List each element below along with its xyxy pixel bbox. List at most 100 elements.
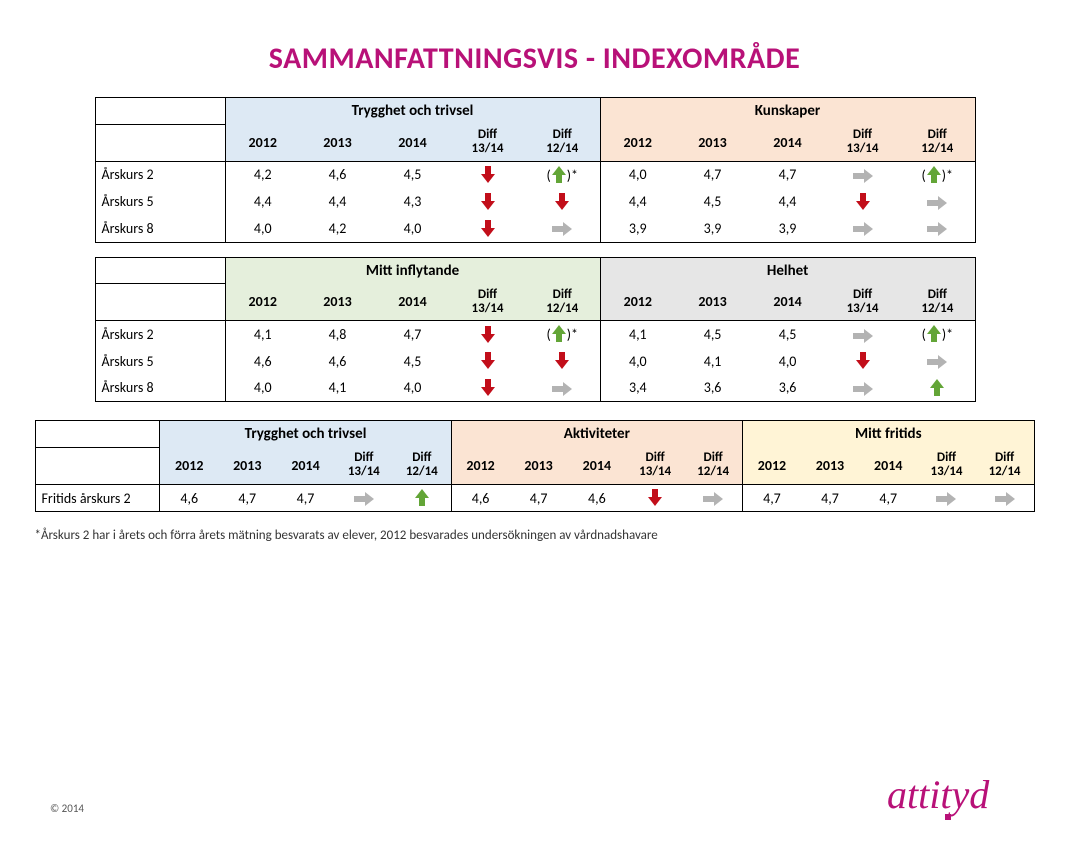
value-cell: 4,5 bbox=[675, 321, 750, 348]
value-cell: 4,1 bbox=[225, 321, 300, 348]
arrow-cell bbox=[525, 374, 600, 401]
value-cell: 4,1 bbox=[600, 321, 675, 348]
year-header: 2013 bbox=[675, 284, 750, 321]
value-cell: 4,1 bbox=[675, 348, 750, 375]
year-header: 2013 bbox=[218, 447, 276, 484]
value-cell: 4,0 bbox=[600, 161, 675, 188]
value-cell: 4,0 bbox=[375, 215, 450, 242]
value-cell: 4,7 bbox=[801, 484, 859, 512]
diff-header: Diff13/14 bbox=[450, 124, 525, 161]
diff-header: Diff13/14 bbox=[825, 284, 900, 321]
value-cell: 3,9 bbox=[750, 215, 825, 242]
value-cell: 3,6 bbox=[750, 374, 825, 401]
diff-header: Diff13/14 bbox=[917, 447, 975, 484]
row-label: Årskurs 8 bbox=[95, 215, 225, 242]
diff-header: Diff13/14 bbox=[626, 447, 684, 484]
value-cell: 4,7 bbox=[509, 484, 567, 512]
value-cell: 4,5 bbox=[375, 348, 450, 375]
arrow-cell bbox=[900, 215, 975, 242]
value-cell: 4,6 bbox=[300, 161, 375, 188]
value-cell: 4,7 bbox=[750, 161, 825, 188]
value-cell: 4,6 bbox=[160, 484, 218, 512]
arrow-cell bbox=[450, 188, 525, 215]
value-cell: 4,4 bbox=[225, 188, 300, 215]
arrow-cell: ()* bbox=[525, 161, 600, 188]
diff-header: Diff12/14 bbox=[976, 447, 1034, 484]
value-cell: 4,5 bbox=[750, 321, 825, 348]
year-header: 2014 bbox=[276, 447, 334, 484]
year-header: 2013 bbox=[300, 284, 375, 321]
value-cell: 4,8 bbox=[300, 321, 375, 348]
diff-header: Diff12/14 bbox=[525, 124, 600, 161]
year-header: 2014 bbox=[375, 124, 450, 161]
year-header: 2012 bbox=[600, 124, 675, 161]
value-cell: 3,6 bbox=[675, 374, 750, 401]
arrow-cell bbox=[450, 161, 525, 188]
arrow-cell bbox=[525, 188, 600, 215]
row-label: Årskurs 5 bbox=[95, 348, 225, 375]
year-header: 2014 bbox=[750, 284, 825, 321]
copyright: © 2014 bbox=[50, 802, 84, 815]
arrow-cell bbox=[976, 484, 1034, 512]
arrow-cell bbox=[393, 484, 451, 512]
value-cell: 4,0 bbox=[600, 348, 675, 375]
diff-header: Diff12/14 bbox=[900, 284, 975, 321]
arrow-cell: ()* bbox=[525, 321, 600, 348]
logo: attityd bbox=[887, 770, 1037, 825]
value-cell: 3,9 bbox=[675, 215, 750, 242]
arrow-cell bbox=[825, 215, 900, 242]
year-header: 2013 bbox=[801, 447, 859, 484]
tables-upper: Trygghet och trivsel Kunskaper 201220132… bbox=[95, 97, 975, 402]
value-cell: 4,6 bbox=[300, 348, 375, 375]
value-cell: 4,6 bbox=[225, 348, 300, 375]
diff-header: Diff12/14 bbox=[525, 284, 600, 321]
arrow-cell bbox=[825, 348, 900, 375]
arrow-cell bbox=[825, 374, 900, 401]
arrow-cell bbox=[825, 321, 900, 348]
year-header: 2013 bbox=[509, 447, 567, 484]
diff-header: Diff12/14 bbox=[393, 447, 451, 484]
value-cell: 4,5 bbox=[375, 161, 450, 188]
arrow-cell bbox=[525, 215, 600, 242]
value-cell: 4,0 bbox=[225, 215, 300, 242]
page-title: SAMMANFATTNINGSVIS - INDEXOMRÅDE bbox=[0, 40, 1069, 77]
value-cell: 4,4 bbox=[750, 188, 825, 215]
data-table: Trygghet och trivselAktiviteterMitt frit… bbox=[35, 420, 1035, 512]
arrow-cell bbox=[525, 348, 600, 375]
arrow-cell bbox=[900, 188, 975, 215]
year-header: 2014 bbox=[750, 124, 825, 161]
value-cell: 4,7 bbox=[375, 321, 450, 348]
arrow-cell bbox=[450, 215, 525, 242]
year-header: 2014 bbox=[375, 284, 450, 321]
diff-header: Diff13/14 bbox=[825, 124, 900, 161]
value-cell: 4,2 bbox=[225, 161, 300, 188]
group-header: Mitt fritids bbox=[743, 421, 1034, 448]
value-cell: 4,7 bbox=[743, 484, 801, 512]
group-header: Helhet bbox=[600, 257, 975, 284]
year-header: 2012 bbox=[600, 284, 675, 321]
arrow-cell bbox=[450, 321, 525, 348]
table-lower: Trygghet och trivselAktiviteterMitt frit… bbox=[35, 420, 1035, 543]
diff-header: Diff12/14 bbox=[900, 124, 975, 161]
arrow-cell: ()* bbox=[900, 161, 975, 188]
year-header: 2012 bbox=[225, 124, 300, 161]
group-header: Trygghet och trivsel bbox=[160, 421, 451, 448]
year-header: 2013 bbox=[675, 124, 750, 161]
arrow-cell bbox=[900, 374, 975, 401]
arrow-cell bbox=[684, 484, 742, 512]
value-cell: 4,7 bbox=[859, 484, 917, 512]
logo-text: attityd bbox=[887, 772, 990, 817]
diff-header: Diff13/14 bbox=[450, 284, 525, 321]
arrow-cell bbox=[825, 161, 900, 188]
value-cell: 4,0 bbox=[225, 374, 300, 401]
year-header: 2013 bbox=[300, 124, 375, 161]
row-label: Fritids årskurs 2 bbox=[35, 484, 160, 512]
group-header: Aktiviteter bbox=[451, 421, 742, 448]
row-label: Årskurs 8 bbox=[95, 374, 225, 401]
group-header: Kunskaper bbox=[600, 98, 975, 125]
value-cell: 4,7 bbox=[675, 161, 750, 188]
diff-header: Diff12/14 bbox=[684, 447, 742, 484]
value-cell: 4,6 bbox=[568, 484, 626, 512]
year-header: 2012 bbox=[160, 447, 218, 484]
value-cell: 4,4 bbox=[300, 188, 375, 215]
